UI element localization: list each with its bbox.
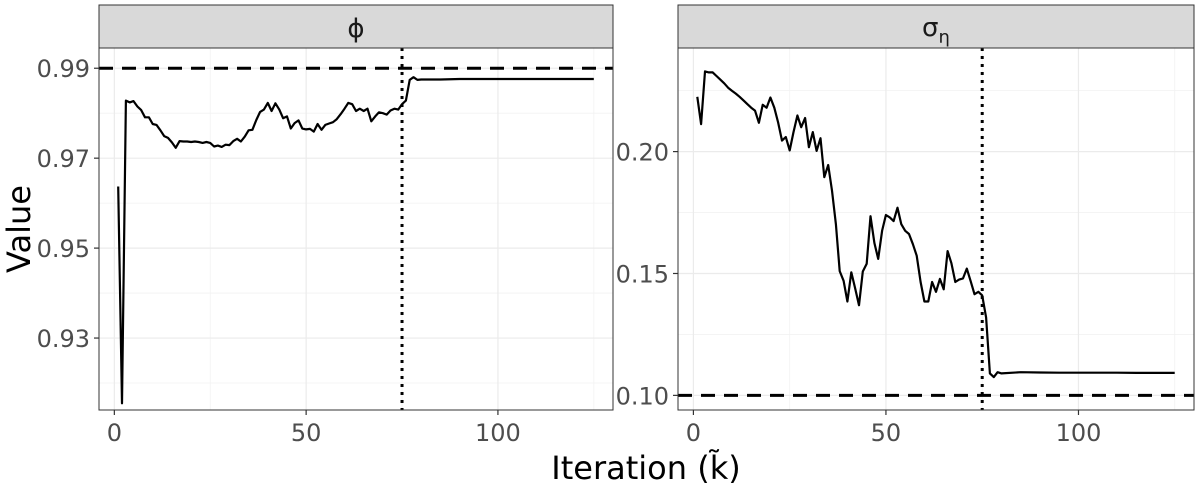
strip-label-sigma-eta: ση (922, 13, 950, 48)
y-tick-label: 0.97 (37, 145, 90, 173)
series-line-sigma_eta (696, 70, 1175, 379)
panel-sigma-eta: ση 0.10 0.15 0.20 0 50 100 (616, 4, 1195, 447)
y-tick-label: 0.15 (616, 260, 669, 288)
x-tick-label: 50 (291, 419, 322, 447)
y-tick-label: 0.95 (37, 235, 90, 263)
panel-phi: ϕ 0.93 0.95 0.97 0.99 0 50 100 (37, 4, 614, 447)
x-tick-label: 100 (475, 419, 521, 447)
y-tick-label: 0.10 (616, 382, 669, 410)
x-ticks-sigma-eta: 0 50 100 (686, 410, 1102, 447)
ref-lines-phi (99, 48, 613, 410)
y-ticks-phi: 0.93 0.95 0.97 0.99 (37, 55, 99, 353)
x-tick-label: 50 (871, 419, 902, 447)
y-tick-label: 0.99 (37, 55, 90, 83)
grid-sigma-eta (678, 48, 1194, 410)
y-tick-label: 0.20 (616, 139, 669, 167)
panel-border-phi (98, 47, 614, 411)
x-axis-title: Iteration (k̃) (551, 449, 740, 487)
y-tick-label: 0.93 (37, 325, 90, 353)
strip-sigma-eta (677, 4, 1195, 49)
ref-lines-sigma-eta (678, 48, 1194, 410)
x-tick-label: 0 (686, 419, 701, 447)
series-sigma-eta (696, 70, 1175, 379)
grid-phi (99, 48, 613, 410)
x-tick-label: 0 (107, 419, 122, 447)
series-line-phi (117, 76, 594, 405)
x-tick-label: 100 (1056, 419, 1102, 447)
x-ticks-phi: 0 50 100 (107, 410, 521, 447)
y-ticks-sigma-eta: 0.10 0.15 0.20 (616, 139, 678, 410)
y-axis-title: Value (0, 185, 38, 273)
strip-phi (98, 4, 614, 49)
strip-label-phi: ϕ (347, 14, 364, 44)
series-phi (117, 76, 594, 405)
panel-border-sigma-eta (677, 47, 1195, 411)
